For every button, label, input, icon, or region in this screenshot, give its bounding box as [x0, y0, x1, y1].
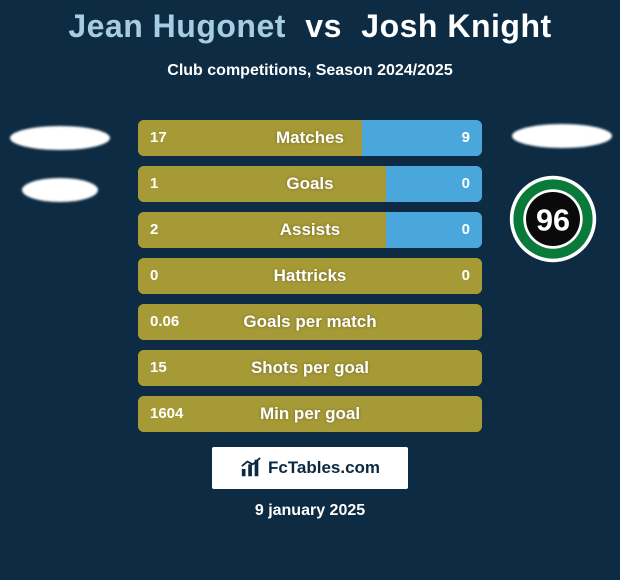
player-right-club-logo-1 [512, 124, 612, 148]
subtitle: Club competitions, Season 2024/2025 [0, 62, 620, 80]
branding-text: FcTables.com [268, 458, 380, 478]
player-left-name: Jean Hugonet [68, 8, 286, 44]
branding-badge[interactable]: FcTables.com [212, 447, 408, 489]
stat-row: 15Shots per goal [110, 350, 510, 386]
stat-label: Goals [138, 166, 482, 202]
stat-label: Matches [138, 120, 482, 156]
date-label: 9 january 2025 [0, 502, 620, 520]
page-title: Jean Hugonet vs Josh Knight [0, 8, 620, 45]
comparison-infographic: Jean Hugonet vs Josh Knight Club competi… [0, 0, 620, 580]
stat-row: 20Assists [110, 212, 510, 248]
player-left-club-logo-1 [10, 126, 110, 150]
stat-row: 10Goals [110, 166, 510, 202]
stat-label: Goals per match [138, 304, 482, 340]
player-right-name: Josh Knight [361, 8, 551, 44]
stat-label: Shots per goal [138, 350, 482, 386]
stat-label: Hattricks [138, 258, 482, 294]
stat-row: 179Matches [110, 120, 510, 156]
stat-bars: 179Matches 10Goals 20Assists 00Hattricks 0.0… [110, 120, 510, 442]
chart-icon [240, 457, 262, 479]
stat-label: Assists [138, 212, 482, 248]
stat-row: 0.06Goals per match [110, 304, 510, 340]
player-left-club-logo-2 [22, 178, 98, 202]
stat-label: Min per goal [138, 396, 482, 432]
badge-number: 96 [536, 204, 570, 238]
stat-row: 1604Min per goal [110, 396, 510, 432]
vs-separator: vs [305, 8, 342, 44]
stat-row: 00Hattricks [110, 258, 510, 294]
player-right-club-badge: 96 [508, 174, 598, 264]
